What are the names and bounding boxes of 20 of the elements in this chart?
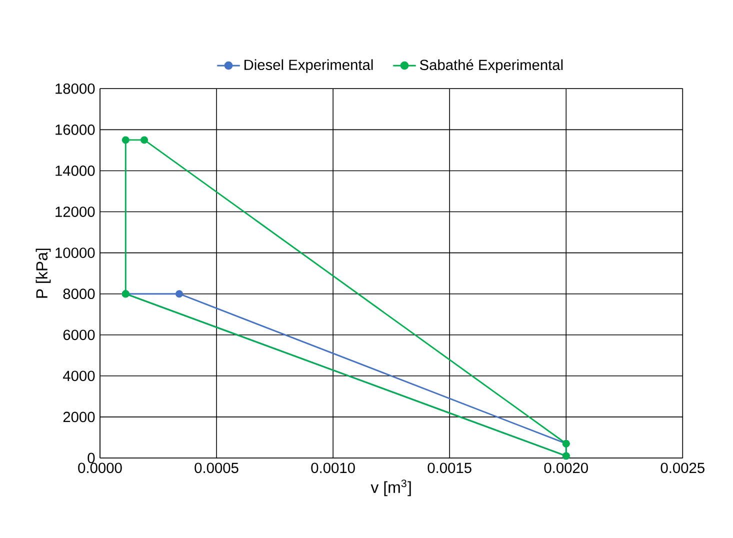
y-tick-label: 2000 [63,412,95,422]
x-tick-label: 0.0000 [78,462,122,474]
x-tick-label: 0.0020 [544,462,588,474]
y-axis-title: P [kPa] [36,248,51,298]
x-tick-label: 0.0025 [660,462,704,474]
x-tick-label: 0.0010 [311,462,355,474]
y-tick-label: 18000 [56,83,95,94]
x-tick-label: 0.0005 [194,462,238,474]
x-axis-title: v [m$^{3}$] [370,480,411,496]
y-tick-label: 6000 [63,330,95,340]
y-tick-label: 16000 [56,124,95,135]
y-tick-label: 10000 [56,248,95,258]
legend-label: Diesel Experimental [244,59,373,73]
y-tick-label: 14000 [56,166,95,176]
legend-label: Sabathé Experimental [420,59,563,74]
y-tick-label: 12000 [56,206,95,217]
y-tick-label: 8000 [63,288,95,300]
x-tick-label: 0.0015 [428,462,472,474]
y-tick-label: 4000 [63,370,95,382]
y-tick-label: 0 [88,452,95,464]
